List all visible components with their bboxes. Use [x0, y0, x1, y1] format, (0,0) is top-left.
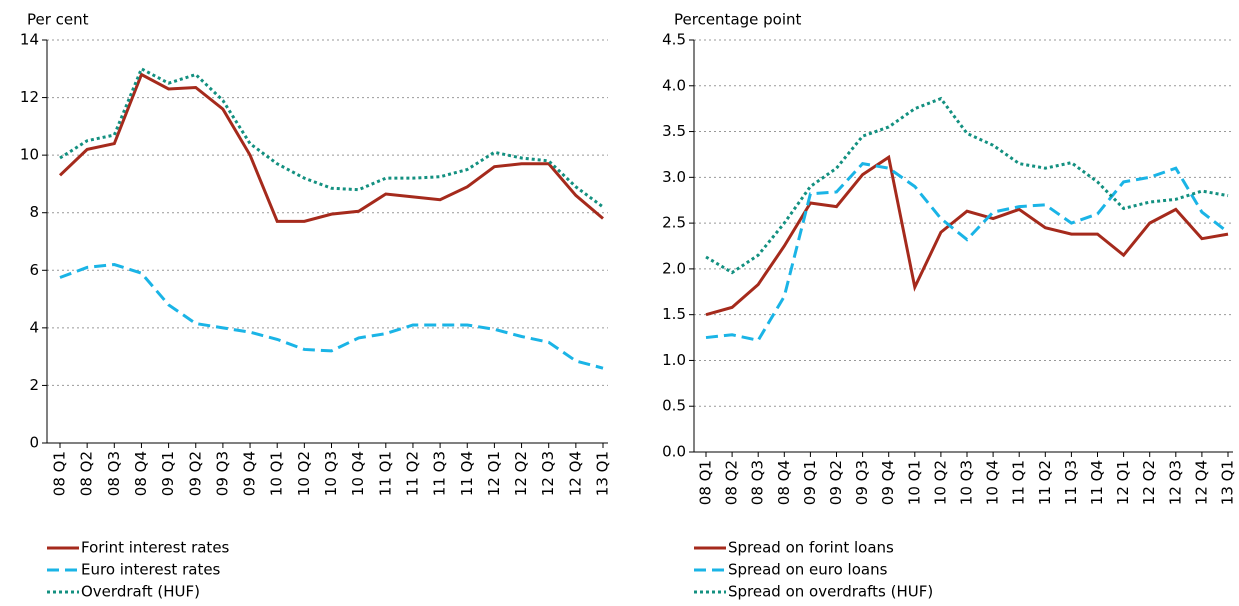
x-tick-label: 11 Q2	[1036, 460, 1054, 505]
x-tick-label: 12 Q1	[485, 451, 503, 496]
y-tick-label: 2.5	[662, 214, 686, 232]
x-tick-label: 11 Q3	[431, 451, 449, 496]
y-tick-label: 2.0	[662, 259, 686, 277]
x-tick-label: 11 Q2	[403, 451, 421, 496]
x-tick-label: 10 Q3	[958, 460, 976, 505]
x-tick-label: 10 Q2	[295, 451, 313, 496]
legend-label: Spread on forint loans	[728, 539, 894, 557]
series-line	[705, 161, 1229, 342]
x-tick-label: 11 Q4	[1088, 460, 1106, 505]
x-tick-label: 11 Q4	[458, 451, 476, 496]
series-line	[59, 66, 604, 209]
x-tick-label: 11 Q3	[1062, 460, 1080, 505]
y-tick-label: 0	[29, 434, 39, 452]
legend-label: Overdraft (HUF)	[81, 583, 200, 601]
series-line	[58, 72, 604, 223]
x-tick-label: 09 Q4	[241, 451, 259, 496]
series-line	[705, 96, 1229, 275]
x-tick-label: 12 Q3	[539, 451, 557, 496]
x-tick-label: 10 Q1	[905, 460, 923, 505]
x-tick-label: 12 Q4	[566, 451, 584, 496]
x-tick-label: 08 Q3	[105, 451, 123, 496]
x-tick-label: 10 Q1	[268, 451, 286, 496]
x-tick-label: 08 Q2	[78, 451, 96, 496]
x-tick-label: 09 Q1	[159, 451, 177, 496]
x-tick-label: 10 Q2	[931, 460, 949, 505]
series-line	[705, 154, 1229, 317]
x-tick-label: 09 Q2	[827, 460, 845, 505]
y-tick-label: 1.5	[662, 305, 686, 323]
y-tick-label: 0.0	[662, 443, 686, 461]
y-axis-label: Per cent	[27, 11, 89, 29]
y-tick-label: 3.0	[662, 168, 686, 186]
x-tick-label: 09 Q1	[801, 460, 819, 505]
x-tick-label: 09 Q2	[186, 451, 204, 496]
y-tick-label: 14	[20, 31, 39, 49]
x-tick-label: 09 Q4	[879, 460, 897, 505]
x-tick-label: 13 Q1	[594, 451, 612, 496]
x-tick-label: 11 Q1	[376, 451, 394, 496]
x-tick-label: 13 Q1	[1219, 460, 1237, 505]
x-tick-label: 12 Q2	[512, 451, 530, 496]
x-tick-label: 10 Q4	[349, 451, 367, 496]
y-tick-label: 6	[29, 261, 39, 279]
y-tick-label: 12	[20, 88, 39, 106]
series-line	[59, 263, 604, 370]
x-tick-label: 08 Q4	[775, 460, 793, 505]
x-tick-label: 12 Q4	[1192, 460, 1210, 505]
y-axis-label: Percentage point	[674, 11, 802, 29]
x-tick-label: 08 Q1	[697, 460, 715, 505]
x-tick-label: 12 Q1	[1114, 460, 1132, 505]
x-tick-label: 08 Q3	[749, 460, 767, 505]
x-tick-label: 12 Q3	[1166, 460, 1184, 505]
y-tick-label: 4.5	[662, 31, 686, 49]
x-tick-label: 09 Q3	[213, 451, 231, 496]
y-tick-label: 10	[20, 146, 39, 164]
x-tick-label: 10 Q4	[984, 460, 1002, 505]
x-tick-label: 08 Q2	[723, 460, 741, 505]
legend-label: Spread on overdrafts (HUF)	[728, 583, 933, 601]
y-tick-label: 8	[29, 203, 39, 221]
y-tick-label: 0.5	[662, 397, 686, 415]
legend-label: Spread on euro loans	[728, 561, 888, 579]
y-tick-label: 4.0	[662, 76, 686, 94]
y-tick-label: 3.5	[662, 122, 686, 140]
legend-label: Forint interest rates	[81, 539, 230, 557]
x-tick-label: 09 Q3	[853, 460, 871, 505]
x-tick-label: 10 Q3	[322, 451, 340, 496]
x-tick-label: 08 Q4	[132, 451, 150, 496]
x-tick-label: 08 Q1	[51, 451, 69, 496]
y-tick-label: 1.0	[662, 351, 686, 369]
y-tick-label: 2	[29, 376, 39, 394]
legend-label: Euro interest rates	[81, 561, 221, 579]
y-tick-label: 4	[29, 318, 39, 336]
x-tick-label: 12 Q2	[1140, 460, 1158, 505]
x-tick-label: 11 Q1	[1010, 460, 1028, 505]
